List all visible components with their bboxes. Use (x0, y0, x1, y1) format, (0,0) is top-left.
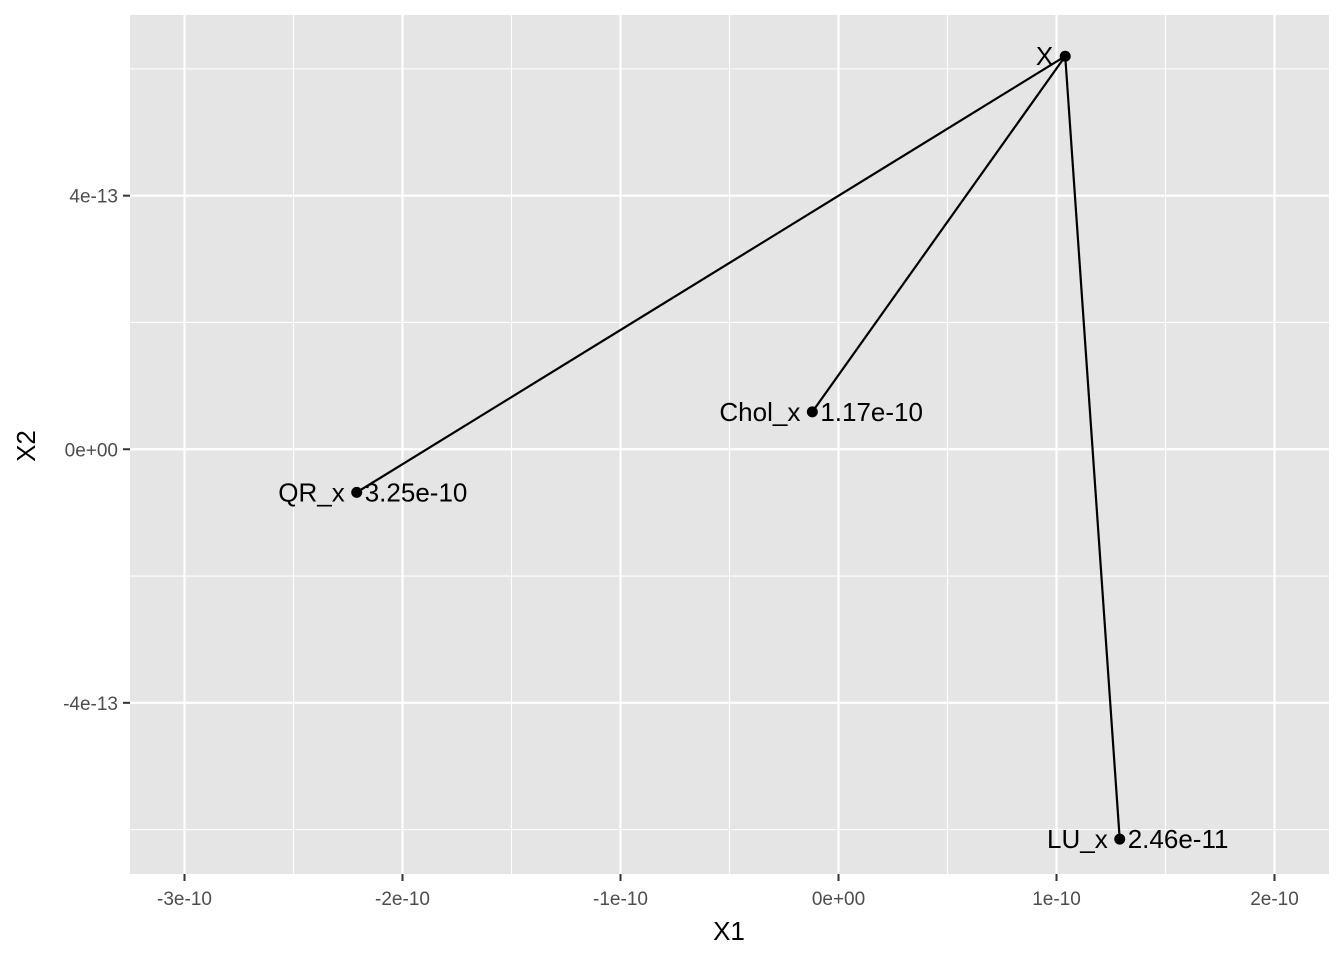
x-tick-label: 1e-10 (1032, 889, 1081, 910)
x-axis-title: X1 (713, 916, 745, 946)
x-tick-label: 2e-10 (1250, 889, 1299, 910)
segment-X-LU_x (1064, 56, 1121, 840)
connector-lines (356, 55, 1121, 840)
y-tick-label: 0e+00 (65, 440, 118, 461)
x-tick-label: -3e-10 (157, 889, 212, 910)
x-tick-label: -2e-10 (375, 889, 430, 910)
data-points (351, 50, 1126, 845)
x-tick-label: -1e-10 (593, 889, 648, 910)
point-LU_x (1114, 833, 1126, 845)
point-value-label: 2.46e-11 (1128, 824, 1229, 854)
segment-X-QR_x (356, 55, 1066, 494)
point-value-label: 1.17e-10 (820, 397, 923, 427)
y-axis: -4e-13 0e+00 4e-13 (63, 187, 130, 715)
major-gridlines (130, 15, 1329, 874)
point-name-label: QR_x (278, 477, 344, 507)
y-tick-label: -4e-13 (63, 694, 118, 715)
point-name-label: Chol_x (719, 397, 800, 427)
y-tick-label: 4e-13 (69, 187, 118, 208)
minor-gridlines (130, 15, 1329, 874)
point-X (1059, 50, 1071, 62)
point-name-label: LU_x (1047, 824, 1108, 854)
segment-X-Chol_x (811, 55, 1067, 413)
y-axis-title: X2 (11, 430, 41, 462)
point-value-label: 3.25e-10 (365, 477, 468, 507)
point-QR_x (351, 486, 363, 498)
x-tick-label: 0e+00 (812, 889, 865, 910)
x-axis: -3e-10 -2e-10 -1e-10 0e+00 1e-10 2e-10 (157, 874, 1299, 910)
point-name-label: X (1036, 41, 1053, 71)
point-labels: X QR_x 3.25e-10 Chol_x 1.17e-10 LU_x 2.46e-11 (278, 41, 1228, 854)
point-Chol_x (806, 406, 818, 418)
